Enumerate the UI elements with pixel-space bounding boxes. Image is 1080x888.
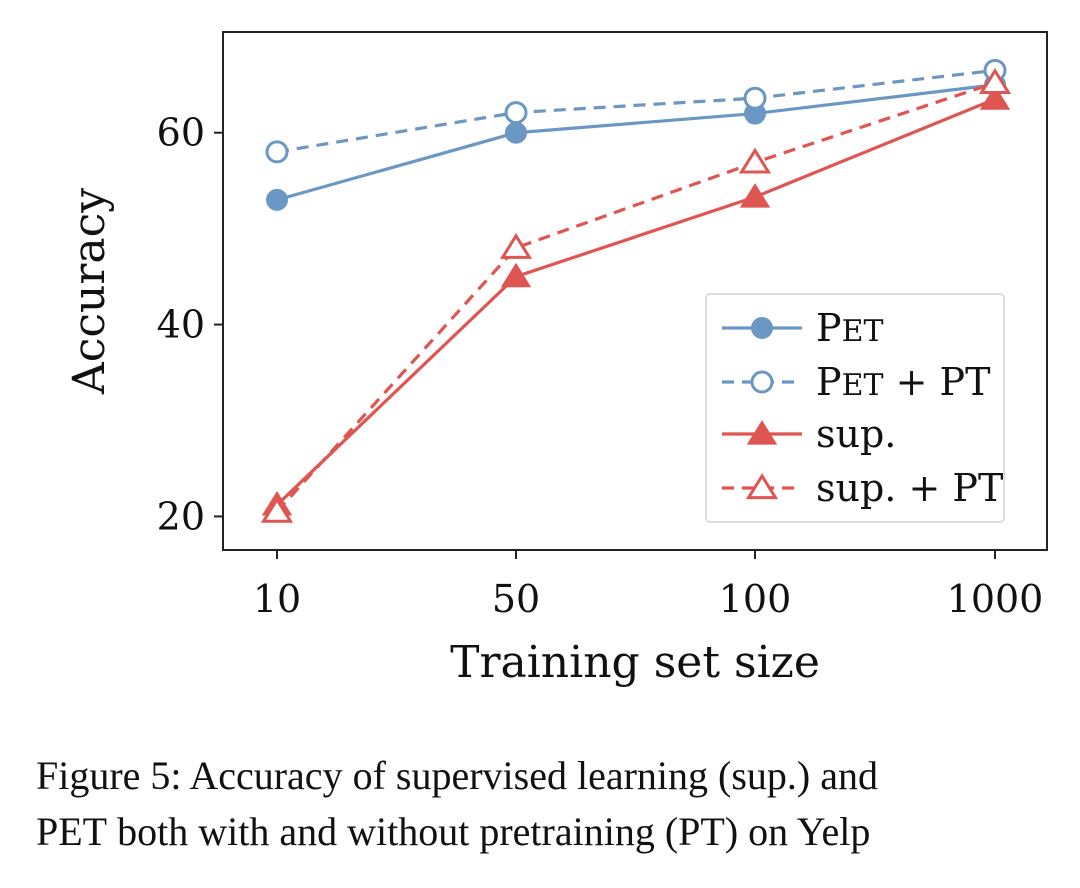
data-point (265, 140, 289, 164)
data-point (504, 101, 528, 125)
data-point (978, 68, 1012, 94)
x-tick-label: 50 (492, 577, 540, 621)
caption-pet-lead: P (36, 809, 59, 854)
legend-box (705, 293, 1005, 523)
data-point (743, 86, 767, 110)
data-point (738, 147, 772, 174)
data-point (260, 496, 294, 523)
axes: 10 50 100 1000 20 40 60 (157, 111, 1044, 621)
data-point (266, 188, 288, 211)
figure-caption: Figure 5: Accuracy of supervised learnin… (36, 748, 1076, 860)
y-tick-label: 40 (157, 303, 205, 347)
data-point (505, 121, 527, 144)
caption-line-2: PET both with and without pretraining (P… (36, 804, 1076, 860)
caption-line-1: Figure 5: Accuracy of supervised learnin… (36, 753, 878, 798)
legend-marker-sup (746, 420, 778, 445)
legend-label-small-caps: ET (842, 314, 884, 349)
legend-label-lead: P (816, 360, 842, 404)
x-tick-label: 10 (253, 577, 301, 621)
series-sup-pt (260, 68, 1012, 523)
data-point (499, 232, 533, 259)
legend-label-tail: + PT (884, 360, 991, 404)
data-point (739, 183, 771, 208)
legend-marker-pet-pt (750, 370, 774, 394)
x-axis-label: Training set size (450, 637, 820, 688)
series-line (276, 68, 996, 154)
legend-label-lead: P (816, 306, 842, 350)
legend-label-pet-pt: PET + PT (816, 360, 990, 404)
x-tick-label: 1000 (947, 577, 1044, 621)
y-tick-label: 20 (157, 494, 205, 538)
caption-line-2-rest: both with and without pretraining (PT) o… (107, 809, 871, 854)
legend-label-sup-pt: sup. + PT (816, 466, 1003, 510)
legend-label-sup: sup. (816, 412, 896, 456)
legend-marker-pet (751, 317, 773, 339)
x-tick-label: 100 (719, 577, 792, 621)
legend-label-small-caps: ET (842, 368, 884, 403)
y-tick-label: 60 (157, 111, 205, 155)
data-point (500, 262, 532, 288)
y-axis-label: Accuracy (64, 188, 115, 395)
data-point (979, 85, 1011, 110)
series-layer (260, 58, 1012, 523)
series-line (276, 83, 996, 202)
caption-pet-small-caps: ET (58, 809, 108, 854)
series-line (275, 81, 996, 513)
series-line (275, 97, 996, 507)
legend-label-pet: PET (816, 306, 884, 350)
legend-marker-sup-pt (745, 473, 779, 500)
